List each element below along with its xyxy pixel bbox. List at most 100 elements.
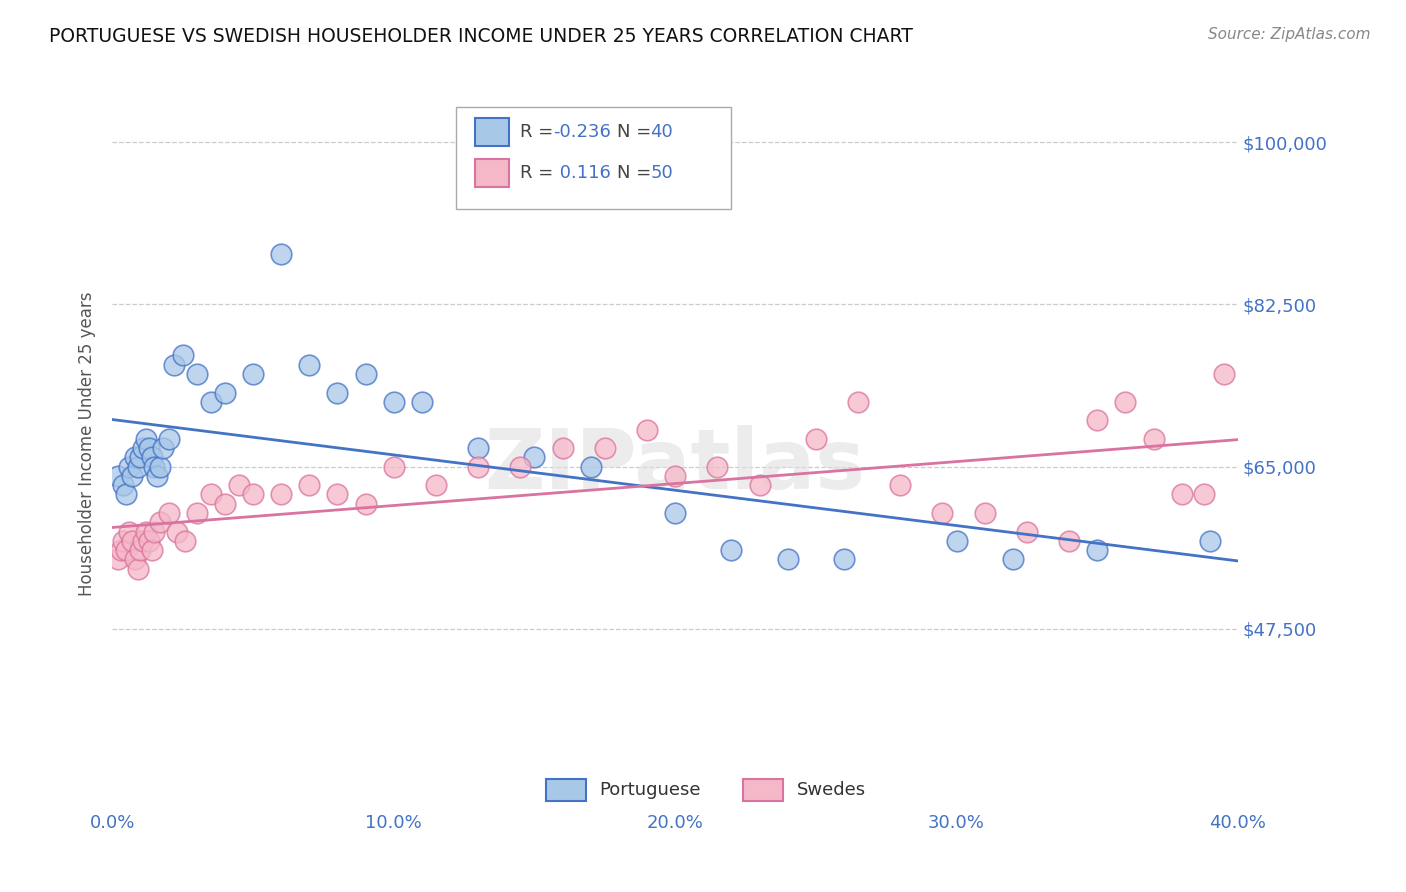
FancyBboxPatch shape [475,159,509,186]
Point [776,552,799,566]
Point [846,394,869,409]
Point [107,469,129,483]
Point [163,358,186,372]
Point [132,441,155,455]
FancyBboxPatch shape [546,779,586,801]
Point [354,497,377,511]
Text: Swedes: Swedes [797,780,866,798]
Point [664,506,686,520]
Point [214,497,236,511]
Point [112,533,135,548]
Text: 0.116: 0.116 [554,163,610,182]
Text: Portuguese: Portuguese [600,780,702,798]
Text: R =: R = [520,123,558,141]
Point [129,450,152,465]
Point [467,459,489,474]
Point [973,506,995,520]
Point [931,506,953,520]
Point [748,478,770,492]
Point [186,367,208,381]
Point [149,459,172,474]
Point [551,441,574,455]
Point [135,524,157,539]
Point [1057,533,1080,548]
Point [523,450,546,465]
Point [200,487,222,501]
Point [157,432,180,446]
Text: N =: N = [617,123,657,141]
Text: ZIPatlas: ZIPatlas [485,425,866,506]
Point [135,432,157,446]
FancyBboxPatch shape [475,119,509,146]
Point [720,543,742,558]
Point [664,469,686,483]
Point [382,459,405,474]
Point [411,394,433,409]
Point [1085,543,1108,558]
Point [242,487,264,501]
Point [832,552,855,566]
Point [354,367,377,381]
FancyBboxPatch shape [456,107,731,210]
Point [132,533,155,548]
Point [129,543,152,558]
Point [127,459,149,474]
Point [1001,552,1024,566]
Point [115,543,138,558]
Point [889,478,911,492]
Point [1198,533,1220,548]
Point [118,459,141,474]
Point [636,423,658,437]
Point [166,524,188,539]
Text: R =: R = [520,163,558,182]
Point [138,441,160,455]
Point [270,487,292,501]
Text: 40: 40 [651,123,673,141]
Point [172,348,194,362]
Point [1015,524,1038,539]
Point [1212,367,1234,381]
Point [141,543,163,558]
Point [242,367,264,381]
Point [1170,487,1192,501]
Text: Source: ZipAtlas.com: Source: ZipAtlas.com [1208,27,1371,42]
Point [326,385,349,400]
Point [110,543,132,558]
Text: PORTUGUESE VS SWEDISH HOUSEHOLDER INCOME UNDER 25 YEARS CORRELATION CHART: PORTUGUESE VS SWEDISH HOUSEHOLDER INCOME… [49,27,912,45]
Point [945,533,967,548]
Point [214,385,236,400]
Point [270,246,292,260]
Y-axis label: Householder Income Under 25 years: Householder Income Under 25 years [79,292,96,596]
Text: 50: 50 [651,163,673,182]
Point [1114,394,1136,409]
Point [509,459,531,474]
Point [141,450,163,465]
Point [706,459,728,474]
Point [382,394,405,409]
Point [1142,432,1164,446]
Point [149,515,172,529]
Point [1085,413,1108,427]
Point [425,478,447,492]
Point [298,358,321,372]
Point [112,478,135,492]
Point [298,478,321,492]
FancyBboxPatch shape [742,779,783,801]
Point [143,459,166,474]
Point [804,432,827,446]
Point [200,394,222,409]
Point [146,469,169,483]
Point [228,478,250,492]
Point [143,524,166,539]
Point [467,441,489,455]
Point [326,487,349,501]
Point [186,506,208,520]
Point [121,469,143,483]
Point [579,459,602,474]
Point [593,441,616,455]
Point [121,533,143,548]
Text: -0.236: -0.236 [554,123,612,141]
Point [174,533,197,548]
Point [1192,487,1215,501]
Point [118,524,141,539]
